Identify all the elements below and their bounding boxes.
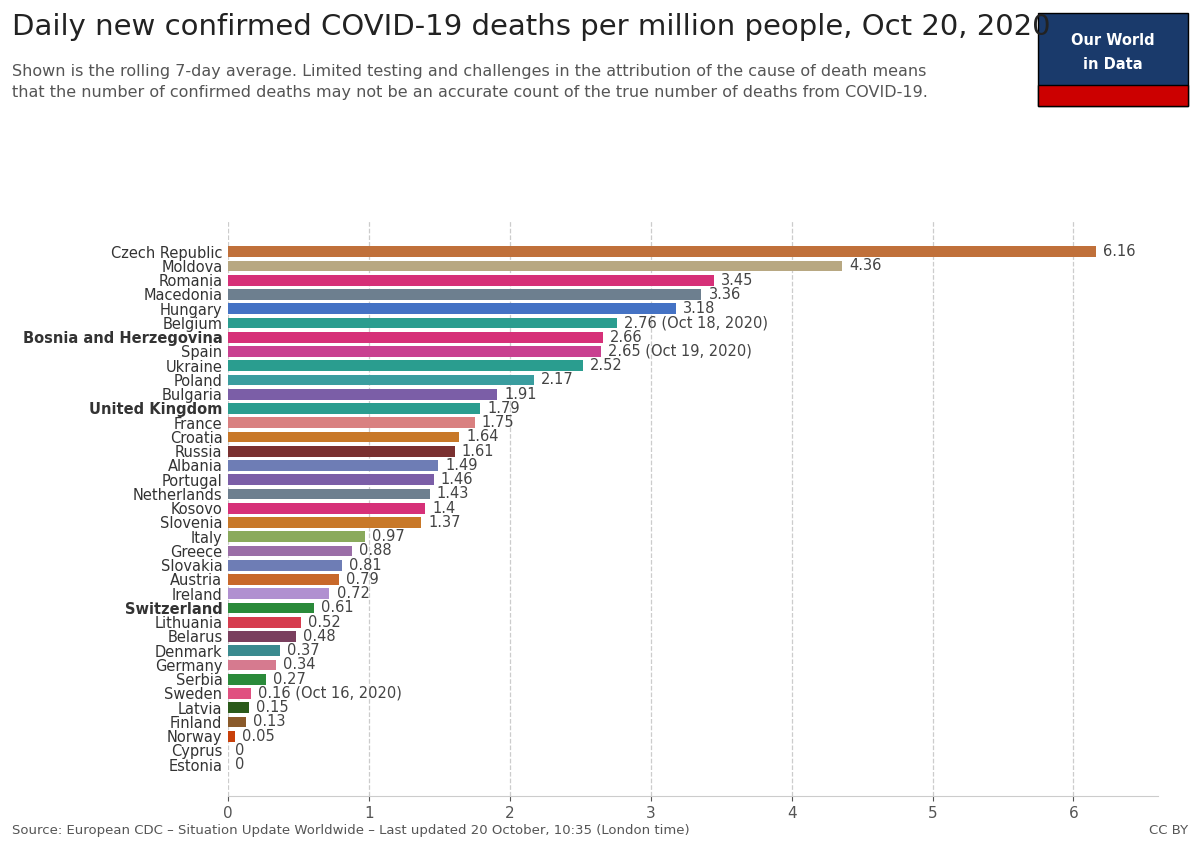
- Text: Source: European CDC – Situation Update Worldwide – Last updated 20 October, 10:: Source: European CDC – Situation Update …: [12, 824, 690, 837]
- Text: 1.37: 1.37: [428, 515, 461, 530]
- Bar: [228, 332, 602, 342]
- Text: 2.65 (Oct 19, 2020): 2.65 (Oct 19, 2020): [608, 344, 752, 359]
- Bar: [228, 617, 301, 628]
- Bar: [228, 574, 340, 584]
- Bar: [228, 631, 295, 642]
- Text: 1.79: 1.79: [487, 401, 520, 416]
- Text: 0.79: 0.79: [347, 572, 379, 587]
- Text: 0.72: 0.72: [336, 586, 370, 601]
- Bar: [228, 531, 365, 542]
- Text: 0.13: 0.13: [253, 714, 286, 729]
- Bar: [228, 489, 430, 499]
- Text: Daily new confirmed COVID-19 deaths per million people, Oct 20, 2020: Daily new confirmed COVID-19 deaths per …: [12, 13, 1050, 41]
- Bar: [228, 261, 842, 271]
- Bar: [228, 289, 702, 300]
- Text: Our World: Our World: [1072, 33, 1154, 48]
- Text: 0: 0: [235, 743, 245, 758]
- Bar: [228, 460, 438, 471]
- Bar: [228, 518, 421, 528]
- Text: 1.49: 1.49: [445, 458, 478, 473]
- Bar: [228, 589, 330, 599]
- Bar: [228, 602, 314, 613]
- Bar: [228, 560, 342, 571]
- Text: 0.81: 0.81: [349, 557, 382, 573]
- Text: 2.66: 2.66: [610, 329, 642, 345]
- Text: 2.17: 2.17: [541, 373, 574, 387]
- Bar: [228, 403, 480, 414]
- Text: 0.52: 0.52: [308, 615, 341, 629]
- Bar: [228, 374, 534, 385]
- Text: 0.34: 0.34: [283, 657, 316, 673]
- Text: 0.27: 0.27: [274, 672, 306, 687]
- Text: 0.88: 0.88: [359, 544, 391, 558]
- Text: 1.4: 1.4: [432, 501, 456, 516]
- Text: 2.52: 2.52: [590, 358, 623, 374]
- Bar: [228, 318, 617, 329]
- Text: Shown is the rolling 7-day average. Limited testing and challenges in the attrib: Shown is the rolling 7-day average. Limi…: [12, 64, 928, 100]
- Text: 0.16 (Oct 16, 2020): 0.16 (Oct 16, 2020): [258, 686, 402, 701]
- Bar: [228, 545, 352, 556]
- Text: 1.43: 1.43: [437, 486, 469, 501]
- FancyBboxPatch shape: [1038, 86, 1188, 106]
- Text: 6.16: 6.16: [1103, 244, 1135, 259]
- Text: 0.48: 0.48: [302, 629, 335, 644]
- Text: 1.64: 1.64: [466, 429, 499, 445]
- Bar: [228, 645, 280, 656]
- Bar: [228, 446, 455, 457]
- Text: 1.91: 1.91: [504, 387, 536, 401]
- Text: 0: 0: [235, 757, 245, 772]
- Text: CC BY: CC BY: [1148, 824, 1188, 837]
- Text: 1.46: 1.46: [440, 473, 473, 487]
- Text: 1.75: 1.75: [481, 415, 515, 430]
- Bar: [228, 275, 714, 285]
- Text: 0.61: 0.61: [322, 601, 354, 616]
- Bar: [228, 503, 425, 513]
- Bar: [228, 432, 460, 442]
- Text: 0.05: 0.05: [242, 728, 275, 744]
- Bar: [228, 674, 266, 684]
- Text: in Data: in Data: [1084, 58, 1142, 72]
- FancyBboxPatch shape: [1038, 13, 1188, 106]
- Text: 4.36: 4.36: [850, 258, 882, 274]
- Bar: [228, 702, 250, 713]
- Bar: [228, 688, 251, 699]
- Text: 0.97: 0.97: [372, 529, 404, 544]
- Text: 3.36: 3.36: [708, 287, 740, 302]
- Bar: [228, 360, 583, 371]
- Bar: [228, 717, 246, 728]
- Bar: [228, 660, 276, 670]
- Text: 2.76 (Oct 18, 2020): 2.76 (Oct 18, 2020): [624, 315, 768, 330]
- Text: 1.61: 1.61: [462, 444, 494, 459]
- Bar: [228, 346, 601, 357]
- Bar: [228, 303, 676, 314]
- Text: 0.37: 0.37: [287, 643, 320, 658]
- Text: 0.15: 0.15: [256, 700, 289, 715]
- Text: 3.45: 3.45: [721, 273, 754, 288]
- Bar: [228, 418, 474, 428]
- Bar: [228, 246, 1096, 257]
- Bar: [228, 731, 235, 741]
- Text: 3.18: 3.18: [683, 302, 715, 316]
- Bar: [228, 474, 433, 485]
- Bar: [228, 389, 497, 400]
